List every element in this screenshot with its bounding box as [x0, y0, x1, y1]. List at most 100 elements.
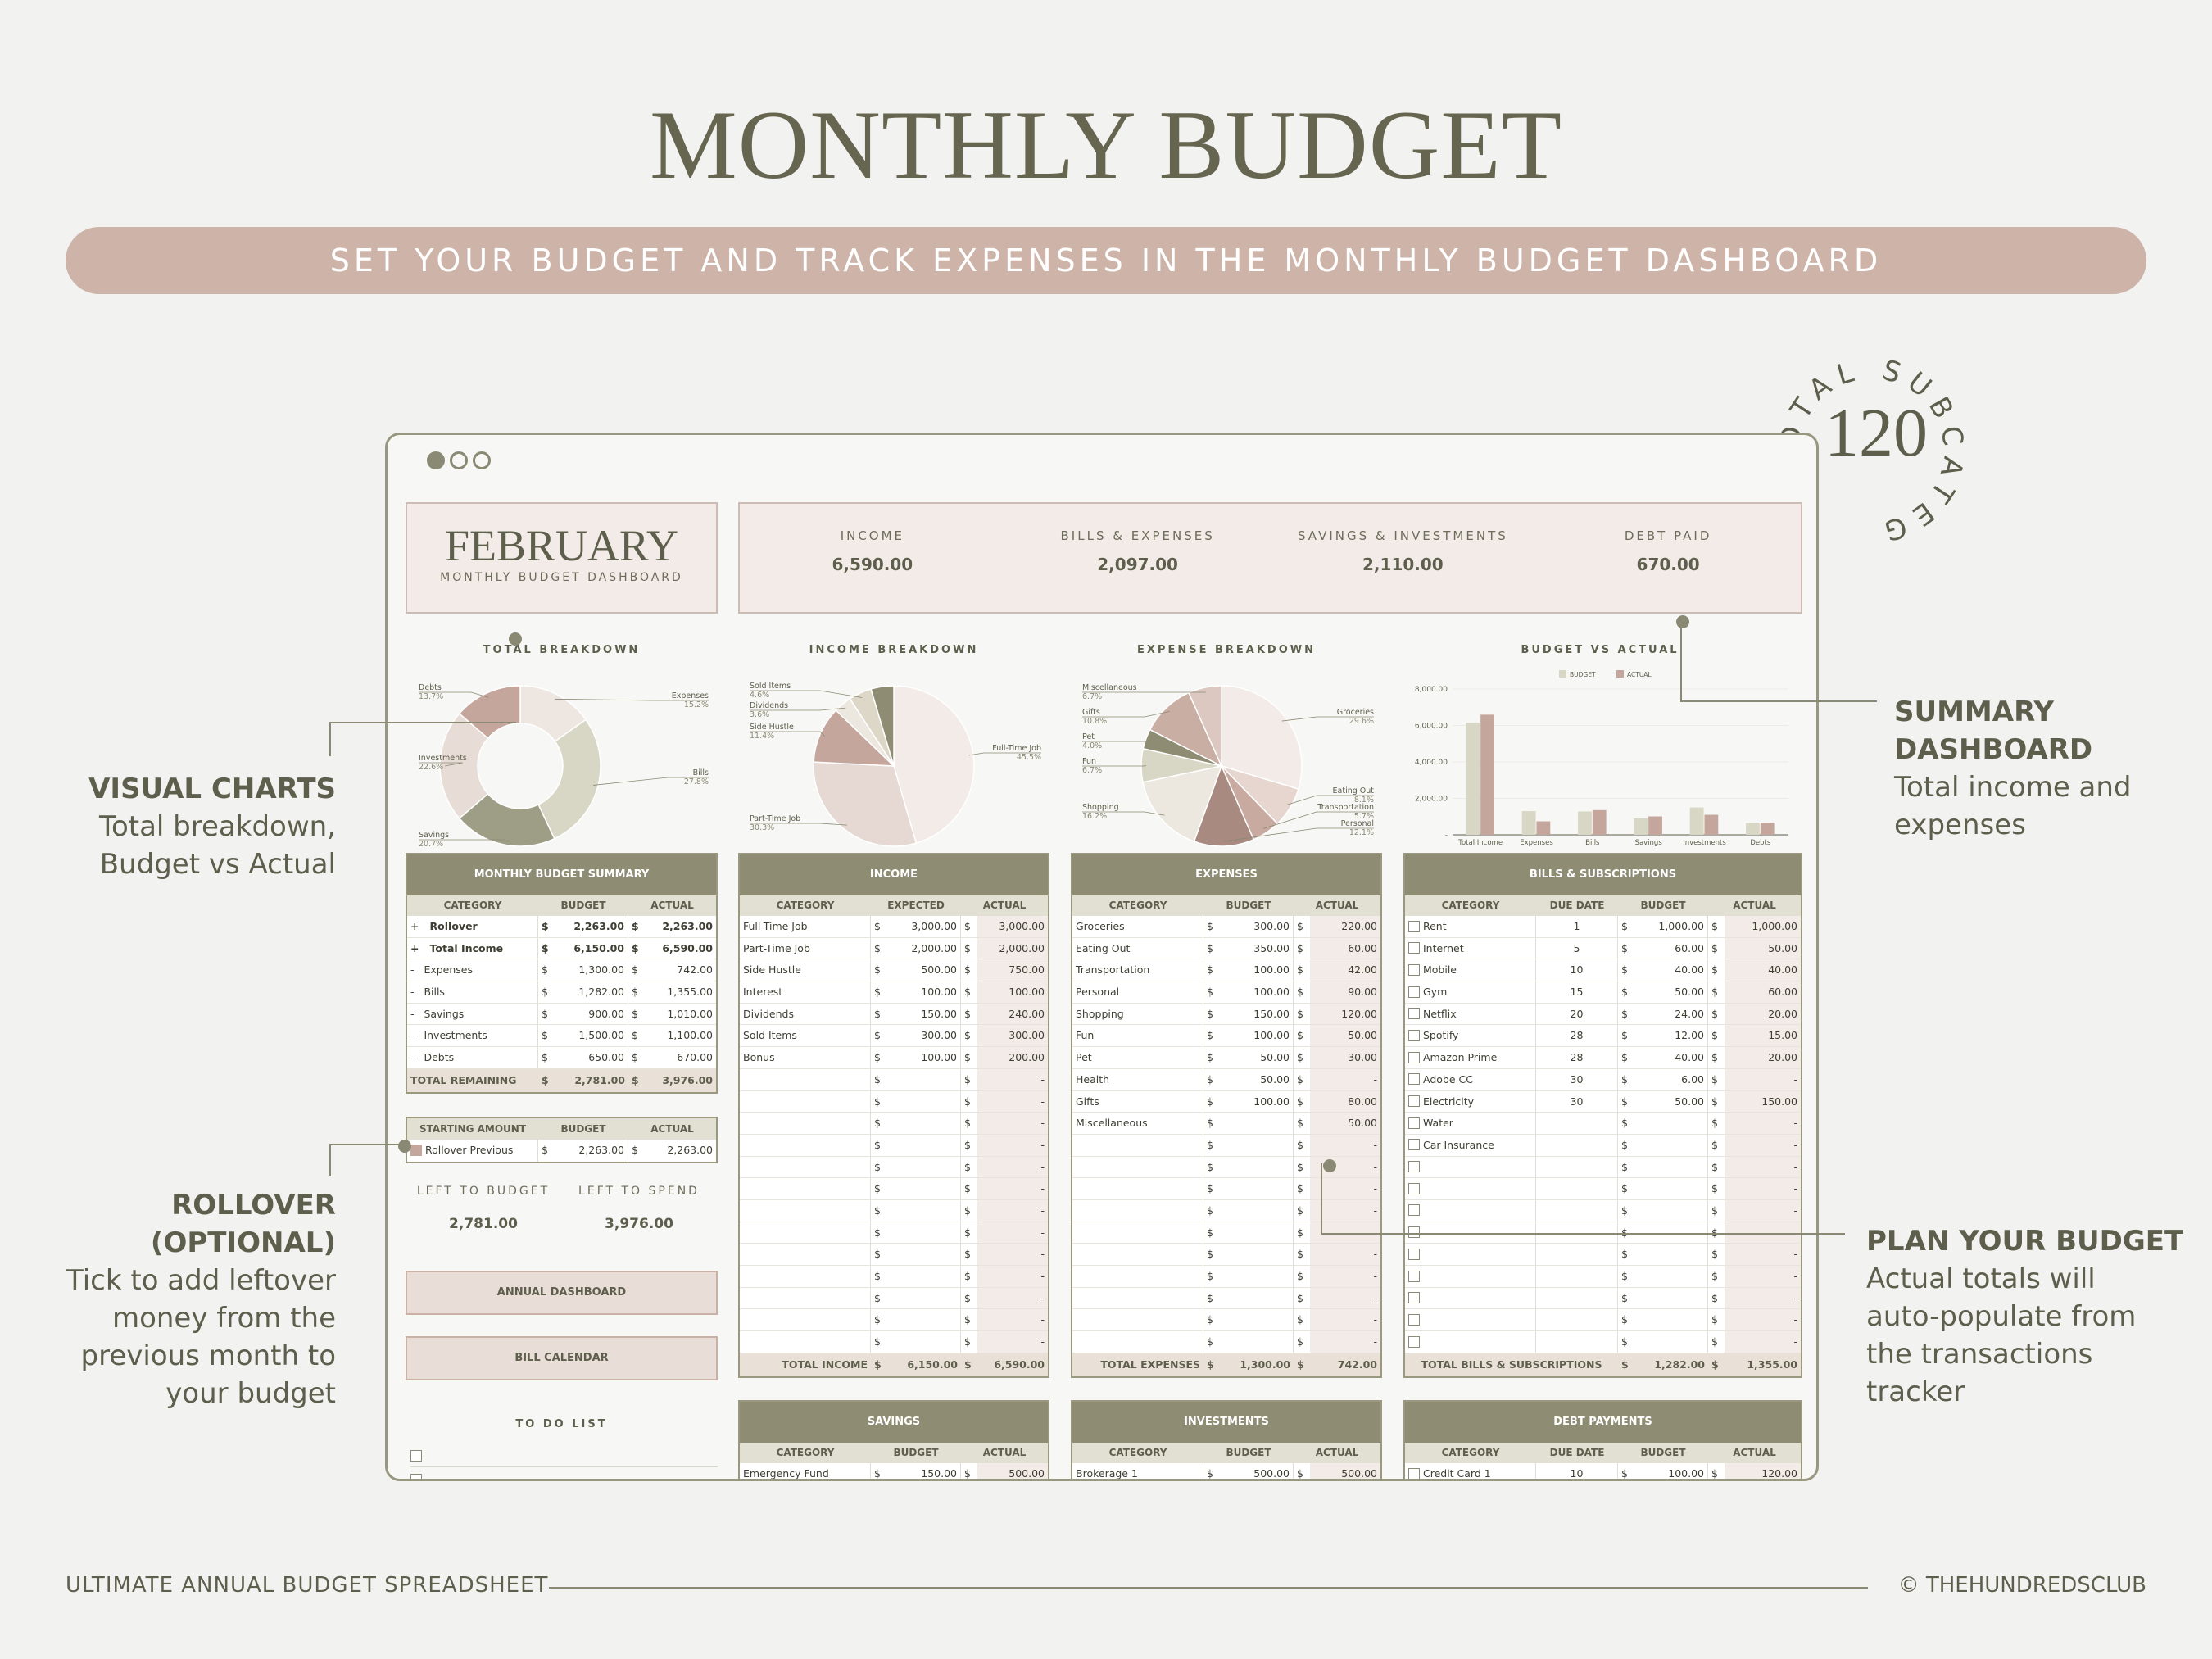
- table-row: $$-: [1072, 1134, 1380, 1157]
- slice-label: Investments: [419, 754, 467, 763]
- pie-slice: [1187, 685, 1222, 767]
- slice-leader: [750, 823, 847, 826]
- annotation-line: Tick to add leftover: [66, 1264, 336, 1297]
- bill-checkbox[interactable]: [1408, 1248, 1420, 1260]
- kpi-bills: BILLS & EXPENSES 2,097.00: [1005, 504, 1271, 612]
- table-row: $$-: [1405, 1331, 1801, 1353]
- slice-leader: [750, 690, 863, 698]
- debt-checkbox[interactable]: [1408, 1467, 1420, 1479]
- bill-checkbox[interactable]: [1408, 1335, 1420, 1348]
- legend-swatch: [1559, 670, 1566, 678]
- pie-slice: [458, 685, 521, 740]
- table-row: $$-: [740, 1068, 1048, 1091]
- annotation-line: the transactions: [1866, 1338, 2093, 1371]
- table-row: $$-: [1072, 1331, 1380, 1353]
- bill-checkbox[interactable]: [1408, 942, 1420, 954]
- rollover-checkbox[interactable]: [410, 1144, 422, 1156]
- bill-checkbox[interactable]: [1408, 1051, 1420, 1063]
- slice-leader: [592, 777, 709, 786]
- bar: [1578, 811, 1592, 835]
- kpi-label: DEBT PAID: [1624, 528, 1712, 543]
- spreadsheet-window: FEBRUARY MONTHLY BUDGET DASHBOARD INCOME…: [385, 433, 1819, 1481]
- connector-line: [1321, 1163, 1322, 1234]
- table-row: - Expenses $1,300.00 $742.00: [407, 959, 716, 982]
- annotation-line: previous month to: [80, 1339, 336, 1372]
- bill-checkbox[interactable]: [1408, 1182, 1420, 1194]
- bill-checkbox[interactable]: [1408, 1226, 1420, 1239]
- bills-total-row: TOTAL BILLS & SUBSCRIPTIONS $1,282.00 $1…: [1405, 1353, 1801, 1376]
- left-to-spend-value: 3,976.00: [605, 1216, 673, 1232]
- bill-checkbox[interactable]: [1408, 1139, 1420, 1151]
- slice-label: Eating Out: [1333, 786, 1375, 796]
- todo-item: [410, 1471, 718, 1479]
- x-tick-label: Expenses: [1520, 839, 1553, 847]
- slice-leader: [1263, 811, 1374, 829]
- slice-value: 8.1%: [1354, 796, 1374, 805]
- bill-checkbox[interactable]: [1408, 1073, 1420, 1086]
- pie-slice: [1193, 764, 1255, 847]
- table-row: - Debts $650.00 $670.00: [407, 1047, 716, 1069]
- table-row: Dividends $150.00 $240.00: [740, 1003, 1048, 1026]
- annotation-heading: SUMMARY: [1894, 696, 2055, 728]
- slice-value: 45.5%: [1017, 753, 1041, 762]
- slice-leader: [1082, 710, 1170, 718]
- bar: [1521, 811, 1536, 835]
- bill-checkbox[interactable]: [1408, 1204, 1420, 1217]
- window-dot-icon[interactable]: [450, 451, 468, 469]
- bill-checkbox[interactable]: [1408, 1117, 1420, 1129]
- annotation-heading: DASHBOARD: [1894, 733, 2093, 766]
- slice-leader: [555, 698, 709, 701]
- bill-checkbox[interactable]: [1408, 1292, 1420, 1304]
- todo-checkbox[interactable]: [410, 1473, 422, 1479]
- bill-calendar-button[interactable]: BILL CALENDAR: [406, 1336, 718, 1380]
- bill-checkbox[interactable]: [1408, 920, 1420, 932]
- subtitle-banner: SET YOUR BUDGET AND TRACK EXPENSES IN TH…: [66, 227, 2146, 294]
- connector-line: [329, 722, 331, 756]
- window-dot-icon[interactable]: [473, 451, 491, 469]
- annotation-line: money from the: [111, 1302, 336, 1335]
- bill-checkbox[interactable]: [1408, 963, 1420, 976]
- table-row: Shopping $150.00 $120.00: [1072, 1003, 1380, 1026]
- connector-line: [329, 1144, 403, 1145]
- table-row: Part-Time Job $2,000.00 $2,000.00: [740, 937, 1048, 960]
- slice-label: Expenses: [672, 691, 709, 700]
- bill-checkbox[interactable]: [1408, 986, 1420, 998]
- bar: [1746, 823, 1760, 835]
- x-tick-label: Investments: [1683, 839, 1726, 847]
- slice-label: Fun: [1082, 757, 1096, 766]
- annual-dashboard-button[interactable]: ANNUAL DASHBOARD: [406, 1271, 718, 1315]
- slice-leader: [1082, 811, 1165, 816]
- bill-checkbox[interactable]: [1408, 1270, 1420, 1282]
- bar: [1648, 816, 1662, 835]
- footer-left: ULTIMATE ANNUAL BUDGET SPREADSHEET: [66, 1573, 549, 1598]
- bar: [1760, 823, 1775, 835]
- bill-checkbox[interactable]: [1408, 1029, 1420, 1041]
- table-row: $$-: [740, 1222, 1048, 1244]
- bill-checkbox[interactable]: [1408, 1161, 1420, 1173]
- slice-value: 6.7%: [1082, 692, 1102, 701]
- annotation-line: your budget: [165, 1377, 336, 1410]
- month-name: FEBRUARY: [444, 521, 679, 570]
- bill-checkbox[interactable]: [1408, 1008, 1420, 1020]
- pie-slice: [870, 685, 895, 767]
- left-to-budget-value: 2,781.00: [449, 1216, 518, 1232]
- annotation-line: expenses: [1894, 809, 2026, 841]
- slice-leader: [750, 707, 846, 711]
- table-row: $$-: [1405, 1156, 1801, 1179]
- connector-dot: [1676, 615, 1689, 628]
- connector-line: [1680, 700, 1877, 702]
- window-dot-icon[interactable]: [427, 451, 445, 469]
- slice-label: Gifts: [1082, 708, 1100, 717]
- chart-title: EXPENSE BREAKDOWN: [1137, 644, 1316, 656]
- table-row: Sold Items $300.00 $300.00: [740, 1025, 1048, 1048]
- table-row: $$-: [740, 1309, 1048, 1332]
- table-row: Water $ $ -: [1405, 1113, 1801, 1135]
- bill-checkbox[interactable]: [1408, 1313, 1420, 1326]
- table-row: $$-: [1405, 1244, 1801, 1266]
- table-row: Transportation $100.00 $42.00: [1072, 959, 1380, 982]
- bill-checkbox[interactable]: [1408, 1095, 1420, 1107]
- connector-line: [329, 1144, 331, 1176]
- y-tick-label: 4,000.00: [1415, 759, 1448, 767]
- todo-checkbox[interactable]: [410, 1449, 422, 1462]
- annotation-line: Budget vs Actual: [99, 848, 336, 881]
